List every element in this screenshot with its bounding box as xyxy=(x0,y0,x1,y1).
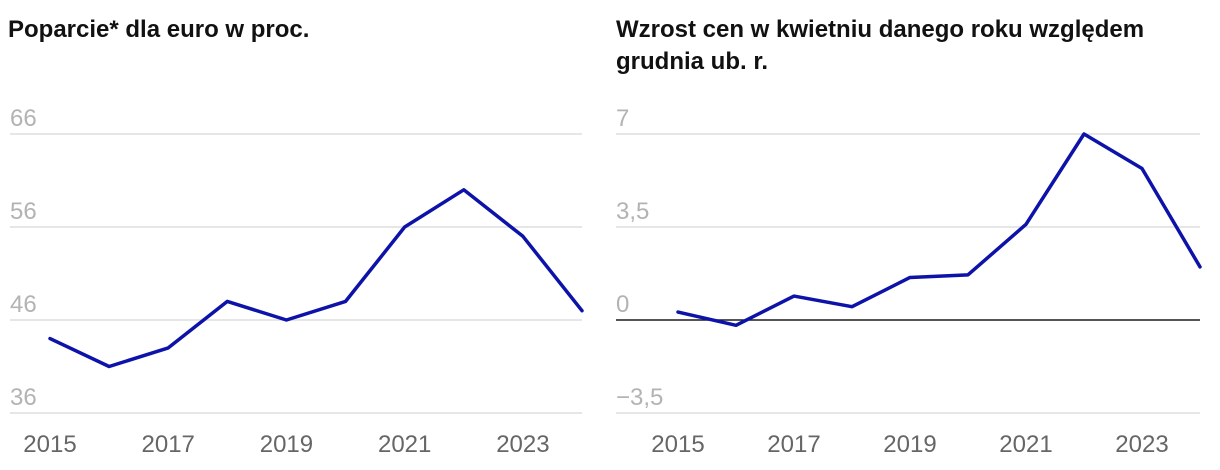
series-line xyxy=(48,188,584,369)
x-tick-label: 2021 xyxy=(999,431,1052,458)
support-line-chart: 36 46 56 66 2015 2017 2019 2021 2023 xyxy=(10,105,584,458)
y-tick-label: 7 xyxy=(616,105,629,132)
x-tick-label: 2017 xyxy=(767,431,820,458)
x-tick-label: 2021 xyxy=(378,431,431,458)
x-tick-label: 2015 xyxy=(651,431,704,458)
y-tick-label: 3,5 xyxy=(616,198,649,225)
x-tick-label: 2023 xyxy=(1115,431,1168,458)
x-tick-label: 2017 xyxy=(142,431,195,458)
chart-title: Wzrost cen w kwietniu danego roku względ… xyxy=(616,16,1145,75)
chart-title: Poparcie* dla euro w proc. xyxy=(8,16,310,43)
x-tick-label: 2015 xyxy=(23,431,76,458)
series-line xyxy=(676,132,1202,328)
y-tick-label: 36 xyxy=(10,384,37,411)
price-growth-chart-panel: Wzrost cen w kwietniu danego roku względ… xyxy=(610,0,1220,470)
y-tick-label: 46 xyxy=(10,291,37,318)
x-tick-label: 2023 xyxy=(496,431,549,458)
support-chart-panel: Poparcie* dla euro w proc. 36 46 56 66 2015 2… xyxy=(0,0,600,470)
y-tick-label: 66 xyxy=(10,105,37,132)
y-tick-label: 56 xyxy=(10,198,37,225)
y-tick-label: 0 xyxy=(616,291,629,318)
x-tick-label: 2019 xyxy=(260,431,313,458)
price-growth-line-chart: −3,5 0 3,5 7 2015 2017 2019 2021 2023 xyxy=(616,105,1202,458)
x-tick-label: 2019 xyxy=(883,431,936,458)
y-tick-label: −3,5 xyxy=(616,384,663,411)
